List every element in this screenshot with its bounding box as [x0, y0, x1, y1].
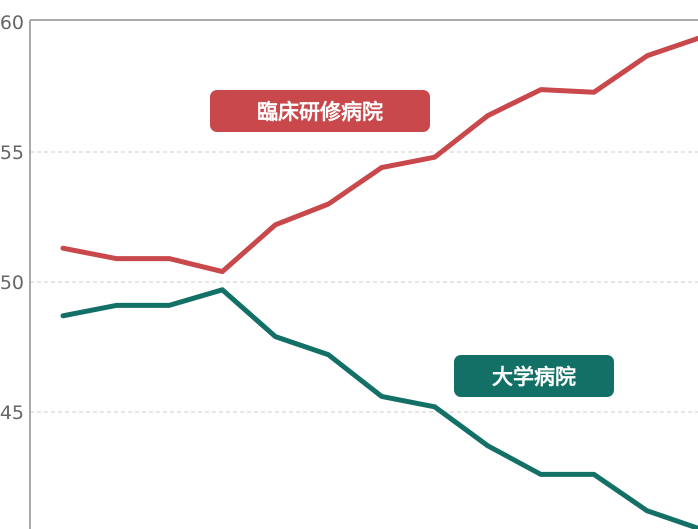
y-tick-label: 45 — [0, 402, 24, 424]
series-label: 臨床研修病院 — [257, 100, 383, 124]
series-label: 大学病院 — [492, 365, 576, 389]
y-tick-label: 60 — [0, 12, 24, 34]
series-label-box — [210, 90, 430, 132]
y-tick-label: 55 — [0, 142, 24, 164]
series-line-university — [60, 287, 698, 529]
series-label-box — [454, 355, 614, 397]
y-tick-label: 50 — [0, 272, 24, 294]
series-line-clinical-training — [60, 35, 698, 275]
